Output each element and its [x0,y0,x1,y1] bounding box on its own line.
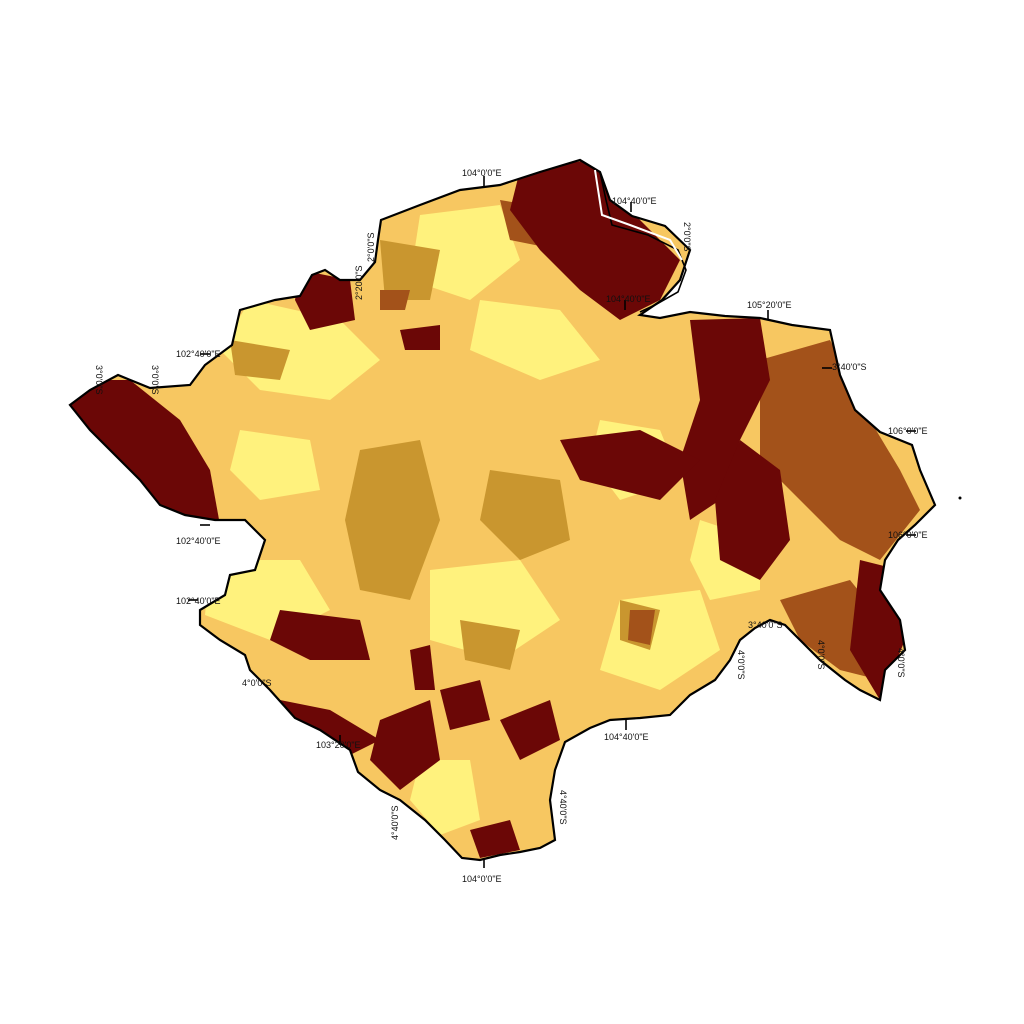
lon-label-mid-104-40: 104°40'0"E [606,294,651,304]
lon-label-right-106b: 106°0'0"E [888,530,928,540]
lat-label-right-4: 4°0'0"S [736,650,746,680]
lon-label-right-106: 106°0'0"E [888,426,928,436]
lat-label-top-2: 2°0'0"S [366,232,376,262]
lat-label-bottom-4: 4°40'0"S [390,805,400,840]
lat-label-top-2c: 2°20'0"S [354,265,364,300]
lon-label-bottom-103-20: 103°20'0"E [316,740,361,750]
lon-label-left-102-40b: 102°40'0"E [176,536,221,546]
graticule-ticks [188,176,916,868]
stray-dot [958,496,962,500]
lon-label-left-102-40: 102°40'0"E [176,349,221,359]
lon-label-right-105-20: 105°20'0"E [747,300,792,310]
lon-label-left-102-40c: 102°40'0"E [176,596,221,606]
lat-label-right-4c: 4°0'0"S [896,648,906,678]
island-coast-line [594,169,683,261]
lat-label-left-3: 3°0'0"S [94,365,104,395]
lat-label-top-2b: 2°0'0"S [682,222,692,252]
lat-label-right-3: 3°40'0"S [832,362,867,372]
lat-label-right-4d: 3°40'0"S [748,620,783,630]
coastline-line [599,171,687,313]
lon-label-top-104-40: 104°40'0"E [612,196,657,206]
lon-label-top-104: 104°0'0"E [462,168,502,178]
lon-label-bottom-104: 104°0'0"E [462,874,502,884]
lon-label-bottom-104-40: 104°40'0"E [604,732,649,742]
graticule-labels: 104°0'0"E 104°40'0"E 2°0'0"S 2°0'0"S 2°2… [94,168,928,884]
lat-label-right-4b: 4°0'0"S [816,640,826,670]
lat-label-left-4: 4°0'0"S [242,678,272,688]
lat-label-bottom-4b: 4°40'0"S [558,790,568,825]
lat-label-left-3b: 3°0'0"S [150,365,160,395]
